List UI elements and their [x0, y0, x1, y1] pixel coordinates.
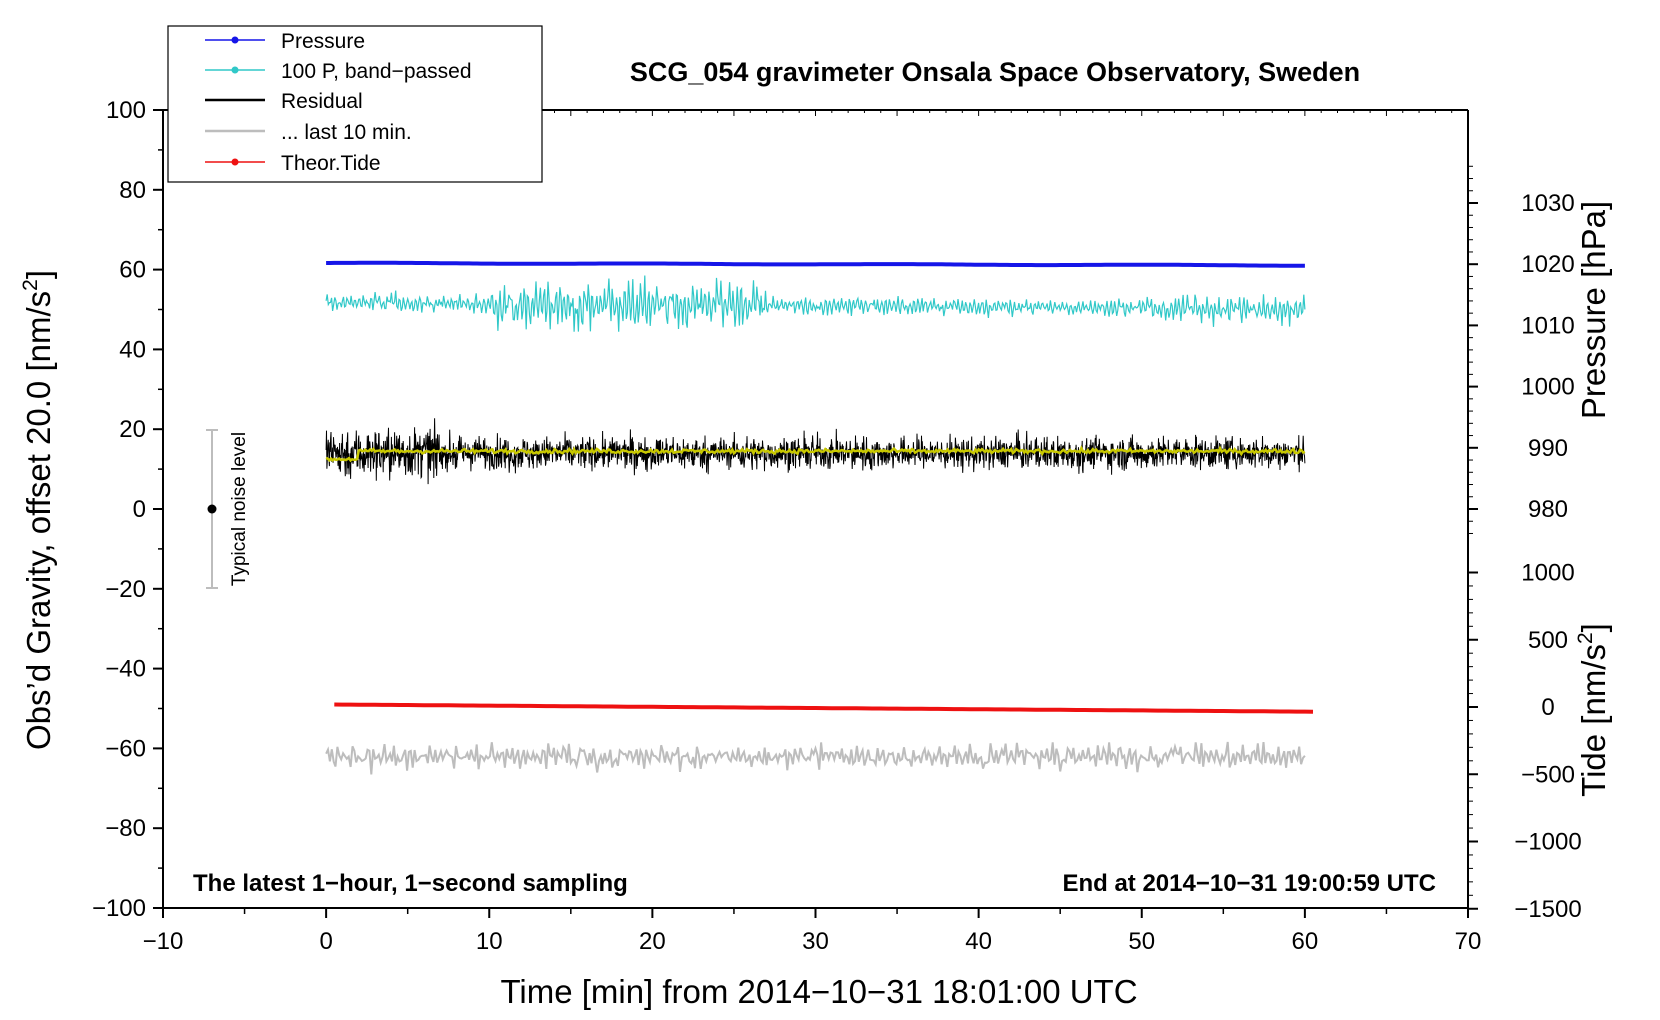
x-tick-label: 50 [1128, 928, 1155, 955]
y-axis-title: Obs’d Gravity, offset 20.0 [nm/s2] [19, 270, 57, 750]
legend-item-residual: Residual [205, 90, 363, 113]
x-tick-label: 0 [319, 928, 332, 955]
y-tick-label: 100 [106, 97, 146, 124]
y-tick-label: −100 [92, 895, 146, 922]
x-tick-label: −10 [143, 928, 184, 955]
x-tick-label: 70 [1455, 928, 1482, 955]
end-time-note: End at 2014−10−31 19:00:59 UTC [1062, 870, 1436, 897]
legend-label-last10: ... last 10 min. [281, 121, 412, 144]
tide-tick-label: 0 [1541, 694, 1554, 721]
x-tick-label: 10 [476, 928, 503, 955]
noise-bar-center-dot [207, 504, 217, 514]
noise-level-label: Typical noise level [229, 432, 250, 586]
legend-label-pressure: Pressure [281, 30, 365, 53]
y-axis-title-main: Obs’d Gravity, offset 20.0 [nm/s [20, 291, 57, 750]
y-tick-label: −20 [105, 576, 146, 603]
tide-axis-title-end: ] [1575, 623, 1612, 632]
legend-label-tide: Theor.Tide [281, 152, 381, 175]
tide-axis-title-main: Tide [nm/s [1575, 644, 1612, 797]
legend-label-bandpassed: 100 P, band−passed [281, 60, 472, 83]
pressure-tick-label: 1000 [1521, 374, 1574, 401]
y-tick-label: −80 [105, 815, 146, 842]
pressure-tick-label: 1010 [1521, 312, 1574, 339]
pressure-series [326, 260, 1305, 268]
legend-item-pressure: Pressure [205, 30, 365, 53]
y-tick-label: −40 [105, 656, 146, 683]
y-tick-label: −60 [105, 735, 146, 762]
last10min-series [325, 741, 1306, 775]
theoretical-tide-series [334, 702, 1314, 714]
tide-axis-title: Tide [nm/s2] [1574, 623, 1612, 797]
x-tick-label: 30 [802, 928, 829, 955]
y-tick-label: 60 [119, 257, 146, 284]
tide-tick-label: 1000 [1521, 560, 1574, 587]
tide-tick-label: −1500 [1514, 896, 1581, 923]
legend-dot-bandpassed [231, 66, 239, 74]
pressure-tick-label: 1030 [1521, 190, 1574, 217]
legend-item-last10: ... last 10 min. [205, 121, 412, 144]
tide-axis-title-sup: 2 [1574, 632, 1597, 644]
residual-series [325, 418, 1306, 485]
legend-dot-tide [231, 158, 239, 166]
noise-level-indicator: Typical noise level [206, 429, 250, 589]
legend: Pressure 100 P, band−passed Residual ...… [167, 25, 543, 183]
legend-item-tide: Theor.Tide [205, 152, 381, 175]
legend-label-residual: Residual [281, 90, 363, 113]
y-tick-label: 40 [119, 336, 146, 363]
y-tick-label: 20 [119, 416, 146, 443]
smoothed-residual-series [325, 445, 1306, 463]
legend-dot-pressure [231, 36, 239, 44]
tide-tick-label: −500 [1521, 761, 1575, 788]
legend-box [167, 25, 543, 183]
x-axis-title: Time [min] from 2014−10−31 18:01:00 UTC [500, 973, 1137, 1010]
tide-tick-label: 500 [1528, 627, 1568, 654]
x-tick-label: 60 [1292, 928, 1319, 955]
x-tick-label: 20 [639, 928, 666, 955]
legend-item-bandpassed: 100 P, band−passed [205, 60, 472, 83]
pressure-tick-label: 990 [1528, 435, 1568, 462]
sampling-note: The latest 1−hour, 1−second sampling [193, 870, 628, 897]
axes-frame [162, 109, 1469, 909]
y-axis-title-end: ] [20, 270, 57, 279]
chart-title: SCG_054 gravimeter Onsala Space Observat… [630, 57, 1360, 87]
data-series [325, 260, 1314, 775]
pressure-tick-label: 980 [1528, 496, 1568, 523]
pressure-tick-label: 1020 [1521, 251, 1574, 278]
y-tick-label: 80 [119, 177, 146, 204]
tide-tick-label: −1000 [1514, 829, 1581, 856]
bandpassed-series [325, 275, 1306, 332]
x-tick-label: 40 [965, 928, 992, 955]
pressure-axis-title: Pressure [hPa] [1575, 201, 1612, 419]
y-axis-title-sup: 2 [19, 279, 42, 291]
y-tick-label: 0 [133, 496, 146, 523]
